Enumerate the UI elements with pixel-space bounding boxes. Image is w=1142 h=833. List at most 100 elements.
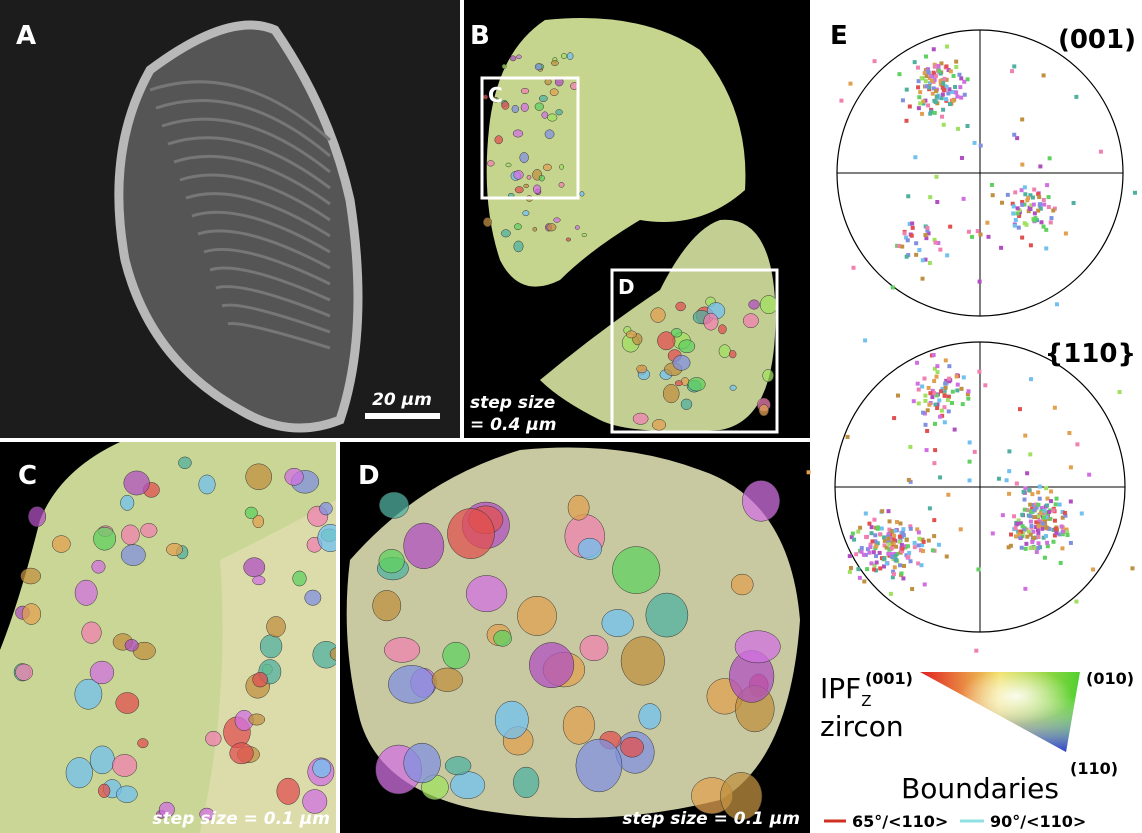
texture: [914, 241, 918, 245]
texture: [450, 772, 484, 799]
texture: [910, 221, 914, 225]
ipf-corner: (110): [1070, 759, 1118, 778]
texture: [704, 313, 718, 330]
texture: [1044, 534, 1048, 538]
texture: [880, 526, 884, 530]
texture: [910, 234, 914, 238]
texture: [885, 562, 889, 566]
texture: [932, 47, 936, 51]
texture: [968, 478, 972, 482]
texture: [731, 574, 753, 595]
boundary-label: 90°/<110>: [990, 812, 1086, 831]
texture: [851, 532, 855, 536]
texture: [1028, 452, 1032, 456]
texture: [925, 429, 929, 433]
texture: [932, 99, 936, 103]
ipf-corner: (010): [1086, 669, 1134, 688]
texture: [1061, 530, 1065, 534]
texture: [947, 409, 951, 413]
texture: [893, 565, 897, 569]
panel-label: D: [358, 461, 380, 491]
texture: [962, 375, 966, 379]
texture: [1045, 183, 1049, 187]
texture: [874, 554, 878, 558]
inset-label: D: [618, 275, 635, 299]
texture: [938, 248, 942, 252]
texture: [626, 331, 636, 338]
texture: [121, 545, 145, 566]
texture: [1047, 205, 1051, 209]
texture: [916, 66, 920, 70]
texture: [1038, 202, 1042, 206]
texture: [935, 364, 939, 368]
texture: [639, 704, 661, 730]
texture: [892, 534, 896, 538]
texture: [839, 99, 843, 103]
texture: [1037, 525, 1041, 529]
texture: [98, 784, 110, 798]
texture: [1042, 73, 1046, 77]
texture: [939, 389, 943, 393]
texture: [946, 91, 950, 95]
texture: [1032, 188, 1036, 192]
texture: [1029, 546, 1033, 550]
texture: [933, 448, 937, 452]
texture: [891, 285, 895, 289]
texture: [1055, 302, 1059, 306]
texture: [373, 590, 401, 621]
texture: [260, 635, 282, 658]
texture: [1069, 500, 1073, 504]
texture: [956, 383, 960, 387]
texture: [872, 567, 876, 571]
texture: [954, 65, 958, 69]
texture: [960, 387, 964, 391]
texture: [580, 635, 608, 661]
texture: [1047, 195, 1051, 199]
texture: [1016, 206, 1020, 210]
texture: [1035, 550, 1039, 554]
texture: [1005, 478, 1009, 482]
texture: [923, 582, 927, 586]
texture: [900, 245, 904, 249]
texture: [929, 110, 933, 114]
texture: [932, 353, 936, 357]
texture: [846, 435, 850, 439]
texture: [874, 544, 878, 548]
texture: [908, 104, 912, 108]
panel-c: step size = 0.1 µm: [0, 442, 346, 833]
texture: [966, 397, 970, 401]
figure: 20 µm A C D step size = 0.4 µm B step si…: [0, 0, 1142, 833]
texture: [651, 308, 666, 323]
texture: [901, 527, 905, 531]
texture: [854, 552, 858, 556]
texture: [906, 544, 910, 548]
texture: [1029, 533, 1033, 537]
texture: [928, 195, 932, 199]
texture: [502, 101, 509, 109]
texture: [1054, 527, 1058, 531]
texture: [1038, 485, 1042, 489]
texture: [943, 382, 947, 386]
texture: [935, 95, 939, 99]
texture: [1020, 546, 1024, 550]
texture: [974, 649, 978, 653]
texture: [1023, 185, 1027, 189]
texture: [15, 664, 32, 681]
texture: [1001, 513, 1005, 517]
texture: [927, 386, 931, 390]
texture: [926, 103, 930, 107]
texture: [926, 408, 930, 412]
texture: [957, 73, 961, 77]
texture: [940, 409, 944, 413]
texture: [245, 507, 257, 519]
ipf-corner: (001): [865, 669, 913, 688]
panel-label: C: [18, 461, 37, 491]
texture: [612, 547, 660, 594]
texture: [1063, 511, 1067, 515]
texture: [1023, 587, 1027, 591]
texture: [1032, 218, 1036, 222]
texture: [1048, 156, 1052, 160]
texture: [1054, 502, 1058, 506]
panel-b: C D step size = 0.4 µm: [464, 0, 810, 438]
texture: [22, 604, 41, 625]
